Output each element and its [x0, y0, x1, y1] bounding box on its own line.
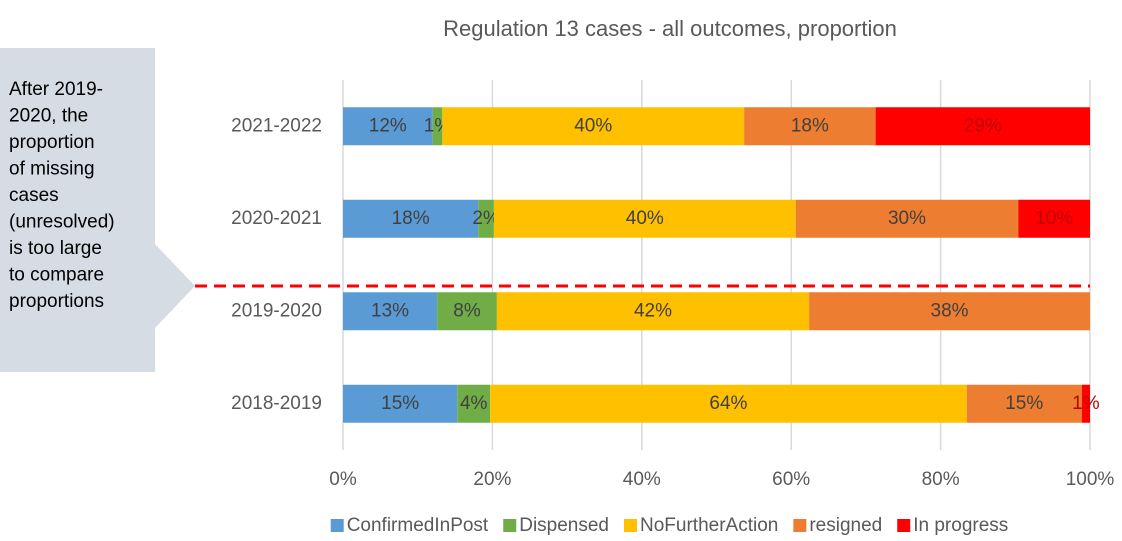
data-label: 18% [392, 208, 430, 229]
bar-segment [809, 292, 1090, 331]
bar-segment [795, 199, 1019, 238]
bar-segment [490, 384, 967, 423]
annotation-text: proportions [9, 291, 104, 312]
data-label: 12% [369, 115, 407, 136]
bar-segment [478, 199, 494, 238]
annotation-text: to compare [9, 265, 104, 286]
data-label: 2% [472, 208, 500, 229]
data-label: 18% [791, 115, 829, 136]
annotation-text: 2020, the [9, 106, 88, 127]
data-label: 15% [381, 393, 419, 414]
bar-segment [1018, 199, 1090, 238]
x-tick-label: 80% [922, 469, 960, 490]
legend-swatch [897, 519, 911, 532]
annotation-text: is too large [9, 238, 102, 259]
x-tick-label: 0% [329, 469, 357, 490]
data-label: 40% [574, 115, 612, 136]
bar-segment [966, 384, 1082, 423]
y-tick-label: 2020-2021 [231, 208, 322, 229]
x-tick-label: 40% [623, 469, 661, 490]
data-label: 4% [460, 393, 488, 414]
bar-segment [442, 107, 745, 146]
bar-segment [343, 292, 438, 331]
bar-segment [343, 199, 479, 238]
legend-label: Dispensed [519, 515, 609, 536]
bar-segment [744, 107, 876, 146]
data-label: 40% [626, 208, 664, 229]
y-tick-label: 2019-2020 [231, 300, 322, 321]
legend-swatch [624, 519, 638, 532]
data-label: 1% [1072, 393, 1100, 414]
legend-label: ConfirmedInPost [347, 515, 489, 536]
data-label: 29% [964, 115, 1002, 136]
annotation-box [0, 48, 195, 372]
bar-segment [496, 292, 810, 331]
bar-segment [437, 292, 497, 331]
x-tick-label: 100% [1066, 469, 1115, 490]
data-label: 64% [709, 393, 747, 414]
data-label: 30% [888, 208, 926, 229]
legend-swatch [503, 519, 517, 532]
annotation-text: cases [9, 185, 59, 206]
annotation-text: of missing [9, 159, 95, 180]
bar-segment [432, 107, 443, 146]
data-label: 15% [1005, 393, 1043, 414]
annotation-text: After 2019- [9, 79, 103, 100]
bar-segment [457, 384, 491, 423]
x-tick-label: 20% [473, 469, 511, 490]
bar-segment [1081, 384, 1090, 423]
legend-swatch [793, 519, 807, 532]
legend-label: NoFurtherAction [640, 515, 778, 536]
data-label: 38% [931, 300, 969, 321]
legend-label: In progress [913, 515, 1008, 536]
data-label: 13% [371, 300, 409, 321]
bar-segment [343, 107, 433, 146]
data-label: 10% [1035, 208, 1073, 229]
y-tick-label: 2018-2019 [231, 393, 322, 414]
legend-label: resigned [809, 515, 882, 536]
chart-title: Regulation 13 cases - all outcomes, prop… [443, 16, 897, 41]
legend-swatch [330, 519, 344, 532]
data-label: 8% [453, 300, 481, 321]
bar-segment [493, 199, 796, 238]
annotation-text: proportion [9, 132, 95, 153]
data-label: 42% [634, 300, 672, 321]
annotation-text: (unresolved) [9, 212, 115, 233]
x-tick-label: 60% [772, 469, 810, 490]
bar-segment [343, 384, 458, 423]
y-tick-label: 2021-2022 [231, 115, 322, 136]
bar-segment [875, 107, 1090, 146]
